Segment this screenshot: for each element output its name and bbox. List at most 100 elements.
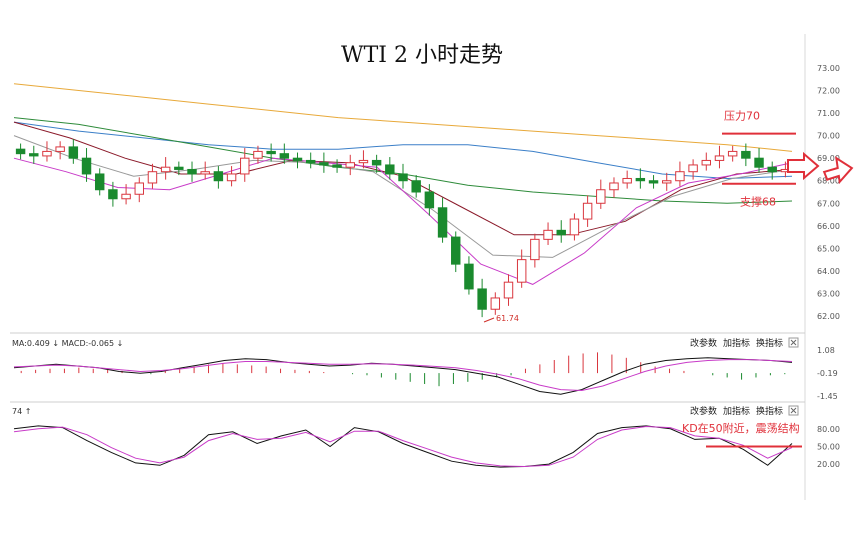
candle-body: [345, 162, 355, 168]
kd-line-0: [13, 425, 793, 468]
candle-body: [68, 146, 79, 159]
candle-body: [648, 180, 659, 184]
chart-title: WTI 2 小时走势: [341, 43, 503, 68]
candle-body: [477, 288, 487, 310]
candle-body: [371, 159, 382, 166]
price-tick-label: 63.00: [817, 289, 840, 298]
candle-body: [240, 157, 250, 175]
low-marker-label: 61.74: [496, 314, 519, 323]
candle-body: [688, 164, 698, 173]
candle-body: [213, 171, 224, 182]
kd-header: 74 ↑: [12, 407, 31, 416]
candle-body: [108, 189, 118, 200]
candle-body: [147, 171, 158, 184]
macd-button-1[interactable]: 加指标: [723, 337, 750, 349]
candle-body: [609, 182, 619, 191]
candle-body: [490, 297, 501, 310]
candle-body: [121, 193, 131, 200]
candle-body: [741, 150, 751, 159]
kd-tick-label: 80.00: [817, 425, 840, 434]
candle-body: [226, 173, 237, 182]
kd-panel: 74 ↑ 改参数 加指标 换指标 80.00 50.00 20.00 KD在50附近，震…: [12, 405, 840, 469]
candle-body: [292, 157, 303, 161]
candle-body: [754, 157, 764, 168]
kd-close-icon-cross: [790, 407, 797, 414]
candle-body: [503, 281, 514, 299]
price-tick-label: 68.00: [817, 177, 840, 186]
candle-body: [437, 207, 448, 238]
candle-body: [714, 155, 725, 161]
candlestick-series: [15, 139, 791, 318]
direction-arrow-icon: [787, 151, 854, 185]
candle-body: [767, 166, 777, 173]
kd-button-1[interactable]: 加指标: [723, 405, 750, 417]
kd-tick-label: 20.00: [817, 460, 840, 469]
candle-body: [319, 162, 329, 166]
macd-close-icon-cross: [790, 339, 797, 346]
kd-button-0[interactable]: 改参数: [690, 405, 717, 417]
kd-button-2[interactable]: 换指标: [756, 405, 783, 417]
candle-body: [42, 150, 52, 157]
moving-average-line-0: [13, 83, 793, 152]
kd-annotations: KD在50附近，震荡结构: [682, 421, 802, 448]
candle-body: [200, 171, 210, 175]
candle-body: [569, 218, 580, 236]
price-axis-ticks: 73.00 72.00 71.00 70.00 69.00 68.00 67.00 66.00…: [817, 64, 840, 321]
macd-tick-label: -1.45: [817, 392, 838, 401]
candle-body: [543, 229, 553, 240]
macd-button-2[interactable]: 换指标: [756, 337, 783, 349]
candle-body: [174, 166, 184, 170]
candle-body: [516, 259, 527, 283]
candle-body: [556, 229, 566, 236]
macd-histogram: [20, 352, 786, 387]
low-marker-arrow: [483, 317, 495, 323]
candle-body: [187, 168, 197, 175]
resistance-label: 压力70: [724, 110, 760, 123]
candle-body: [134, 182, 144, 195]
candle-body: [332, 164, 342, 168]
price-tick-label: 64.00: [817, 267, 840, 276]
candle-body: [530, 238, 540, 261]
candle-body: [55, 146, 65, 152]
candle-body: [160, 166, 171, 173]
macd-panel: MA:0.409 ↓ MACD:-0.065 ↓ 改参数 加指标 换指标 1.08 -…: [12, 337, 838, 401]
candle-body: [266, 150, 276, 155]
candle-body: [81, 157, 92, 175]
kd-buttons: 改参数 加指标 换指标: [690, 405, 799, 417]
candle-body: [411, 180, 421, 193]
kd-axis-ticks: 80.00 50.00 20.00: [817, 425, 840, 469]
candle-body: [451, 236, 461, 265]
candle-body: [94, 173, 105, 191]
price-tick-label: 66.00: [817, 222, 840, 231]
candle-body: [675, 171, 685, 182]
candle-body: [29, 153, 39, 157]
candle-body: [635, 177, 646, 182]
price-tick-label: 62.00: [817, 312, 840, 321]
macd-line-0: [13, 357, 793, 395]
kd-annotation-label: KD在50附近，震荡结构: [682, 421, 800, 435]
price-tick-label: 70.00: [817, 132, 840, 141]
macd-lines: [13, 357, 793, 395]
candle-body: [582, 202, 593, 220]
macd-tick-label: 1.08: [817, 346, 835, 355]
candle-body: [15, 148, 26, 155]
macd-tick-label: -0.19: [817, 369, 838, 378]
candle-body: [464, 263, 474, 290]
candle-body: [424, 191, 435, 209]
price-tick-label: 73.00: [817, 64, 840, 73]
macd-line-1: [13, 359, 793, 392]
candle-body: [279, 153, 290, 159]
macd-button-0[interactable]: 改参数: [690, 337, 717, 349]
candle-body: [398, 173, 408, 182]
candle-body: [622, 177, 632, 184]
kd-lines: [13, 425, 793, 468]
candle-body: [253, 150, 263, 159]
kd-line-1: [13, 425, 793, 468]
kd-tick-label: 50.00: [817, 442, 840, 451]
candle-body: [701, 159, 712, 166]
candle-body: [385, 164, 395, 175]
candle-body: [662, 180, 672, 184]
price-annotations: 压力70 支撑68 61.74: [483, 110, 796, 323]
moving-average-line-1: [13, 121, 793, 180]
price-tick-label: 69.00: [817, 154, 840, 163]
